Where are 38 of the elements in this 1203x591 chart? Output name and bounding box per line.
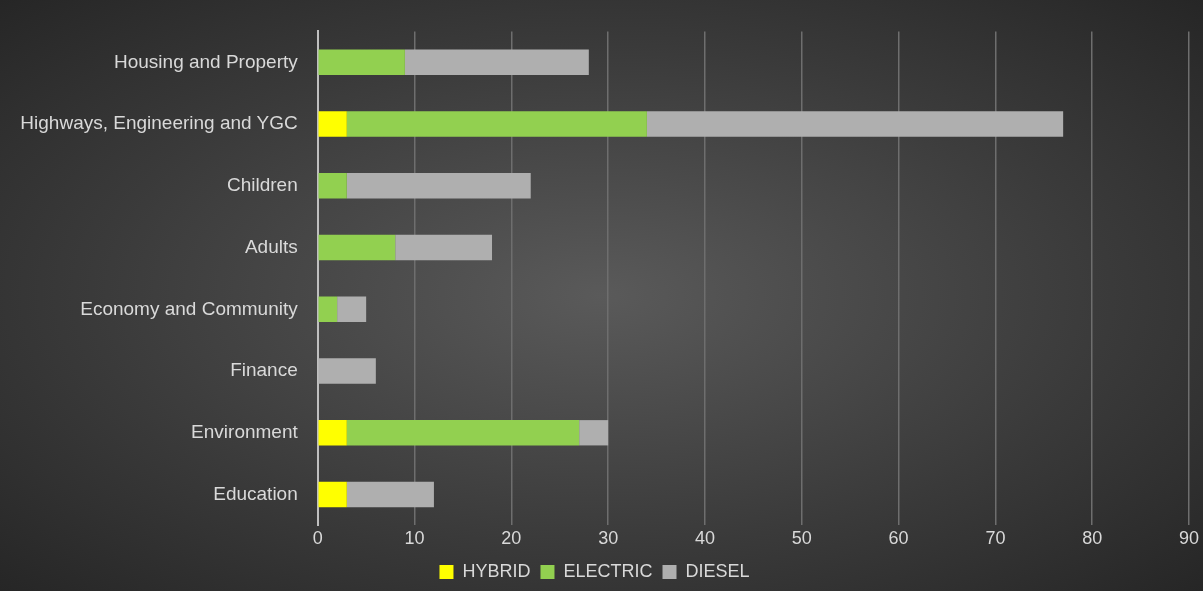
bar	[346, 111, 647, 137]
bar	[318, 234, 396, 261]
bar	[337, 296, 367, 322]
y-tick-label: Adults	[244, 235, 298, 257]
legend-label: ELECTRIC	[563, 560, 653, 581]
bar	[318, 420, 347, 446]
bar	[346, 481, 434, 508]
x-tick-label: 50	[791, 528, 812, 549]
bar	[318, 173, 347, 199]
bar	[346, 173, 531, 199]
y-tick-label: Economy and Community	[80, 297, 299, 319]
bar	[318, 111, 347, 137]
bar	[318, 481, 347, 508]
bar	[395, 234, 493, 261]
x-tick-label: 60	[888, 528, 909, 549]
x-tick-label: 40	[694, 528, 715, 549]
x-tick-label: 80	[1082, 528, 1103, 549]
y-tick-label: Finance	[230, 359, 298, 381]
x-tick-label: 30	[598, 528, 619, 549]
bar	[318, 358, 376, 384]
bar	[318, 296, 338, 322]
bar	[646, 111, 1064, 137]
bar	[318, 49, 405, 75]
x-tick-label: 20	[501, 528, 522, 549]
legend-label: HYBRID	[462, 560, 531, 581]
y-tick-label: Environment	[191, 421, 299, 443]
x-tick-label: 0	[312, 528, 323, 549]
x-tick-label: 90	[1178, 528, 1200, 549]
y-tick-label: Housing and Property	[113, 50, 299, 72]
y-tick-label: Education	[213, 482, 298, 504]
x-tick-label: 10	[404, 528, 425, 549]
y-tick-label: Children	[227, 174, 298, 196]
bar	[346, 420, 580, 446]
bar	[579, 420, 609, 446]
y-tick-label: Highways, Engineering and YGC	[20, 112, 298, 134]
bar	[404, 49, 589, 75]
legend-label: DIESEL	[685, 560, 750, 581]
x-tick-label: 70	[985, 528, 1006, 549]
